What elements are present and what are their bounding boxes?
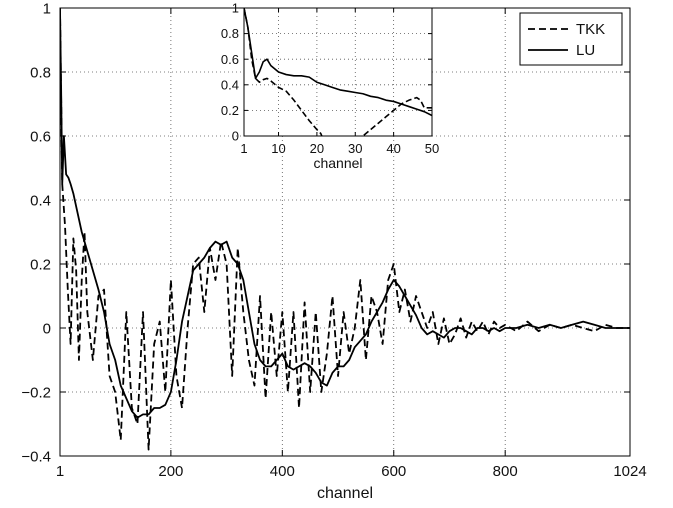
main-x-tick-label: 800 xyxy=(493,463,518,480)
main-y-tick-label: −0.2 xyxy=(21,384,51,401)
legend-box xyxy=(519,12,623,66)
inset-y-tick-label: 0.4 xyxy=(221,77,239,92)
main-x-tick-label: 1 xyxy=(56,463,64,480)
inset-series-line-lu xyxy=(244,8,432,117)
legend-label-tkk: TKK xyxy=(576,21,605,38)
inset-axes-frame xyxy=(243,7,433,137)
inset-x-tick-label: 40 xyxy=(386,141,400,156)
main-y-tick-label: 0.8 xyxy=(30,64,51,81)
main-x-tick-label: 400 xyxy=(270,463,295,480)
inset-y-tick-label: 0.2 xyxy=(221,103,239,118)
inset-y-tick-label: 1 xyxy=(232,1,239,16)
inset-x-tick-label: 1 xyxy=(240,141,247,156)
inset-y-tick-label: 0.8 xyxy=(221,26,239,41)
inset-x-tick-label: 50 xyxy=(425,141,439,156)
main-x-tick-label: 600 xyxy=(381,463,406,480)
main-y-tick-label: 0.4 xyxy=(30,192,51,209)
inset-x-tick-label: 30 xyxy=(348,141,362,156)
inset-y-tick-label: 0.6 xyxy=(221,52,239,67)
main-x-axis-label: channel xyxy=(317,485,373,502)
inset-plot-background xyxy=(244,8,432,136)
main-y-tick-label: 0 xyxy=(43,320,51,337)
inset-x-tick-label: 10 xyxy=(271,141,285,156)
main-x-tick-label: 200 xyxy=(158,463,183,480)
legend-label-lu: LU xyxy=(576,42,595,59)
main-y-tick-label: 0.6 xyxy=(30,128,51,145)
main-series-line-lu xyxy=(60,8,630,419)
main-y-tick-label: −0.4 xyxy=(21,448,51,465)
main-y-tick-label: 0.2 xyxy=(30,256,51,273)
main-x-tick-label: 1024 xyxy=(613,463,646,480)
inset-y-tick-label: 0 xyxy=(232,129,239,144)
inset-x-tick-label: 20 xyxy=(310,141,324,156)
main-y-tick-label: 1 xyxy=(43,0,51,17)
inset-x-axis-label: channel xyxy=(313,155,362,171)
